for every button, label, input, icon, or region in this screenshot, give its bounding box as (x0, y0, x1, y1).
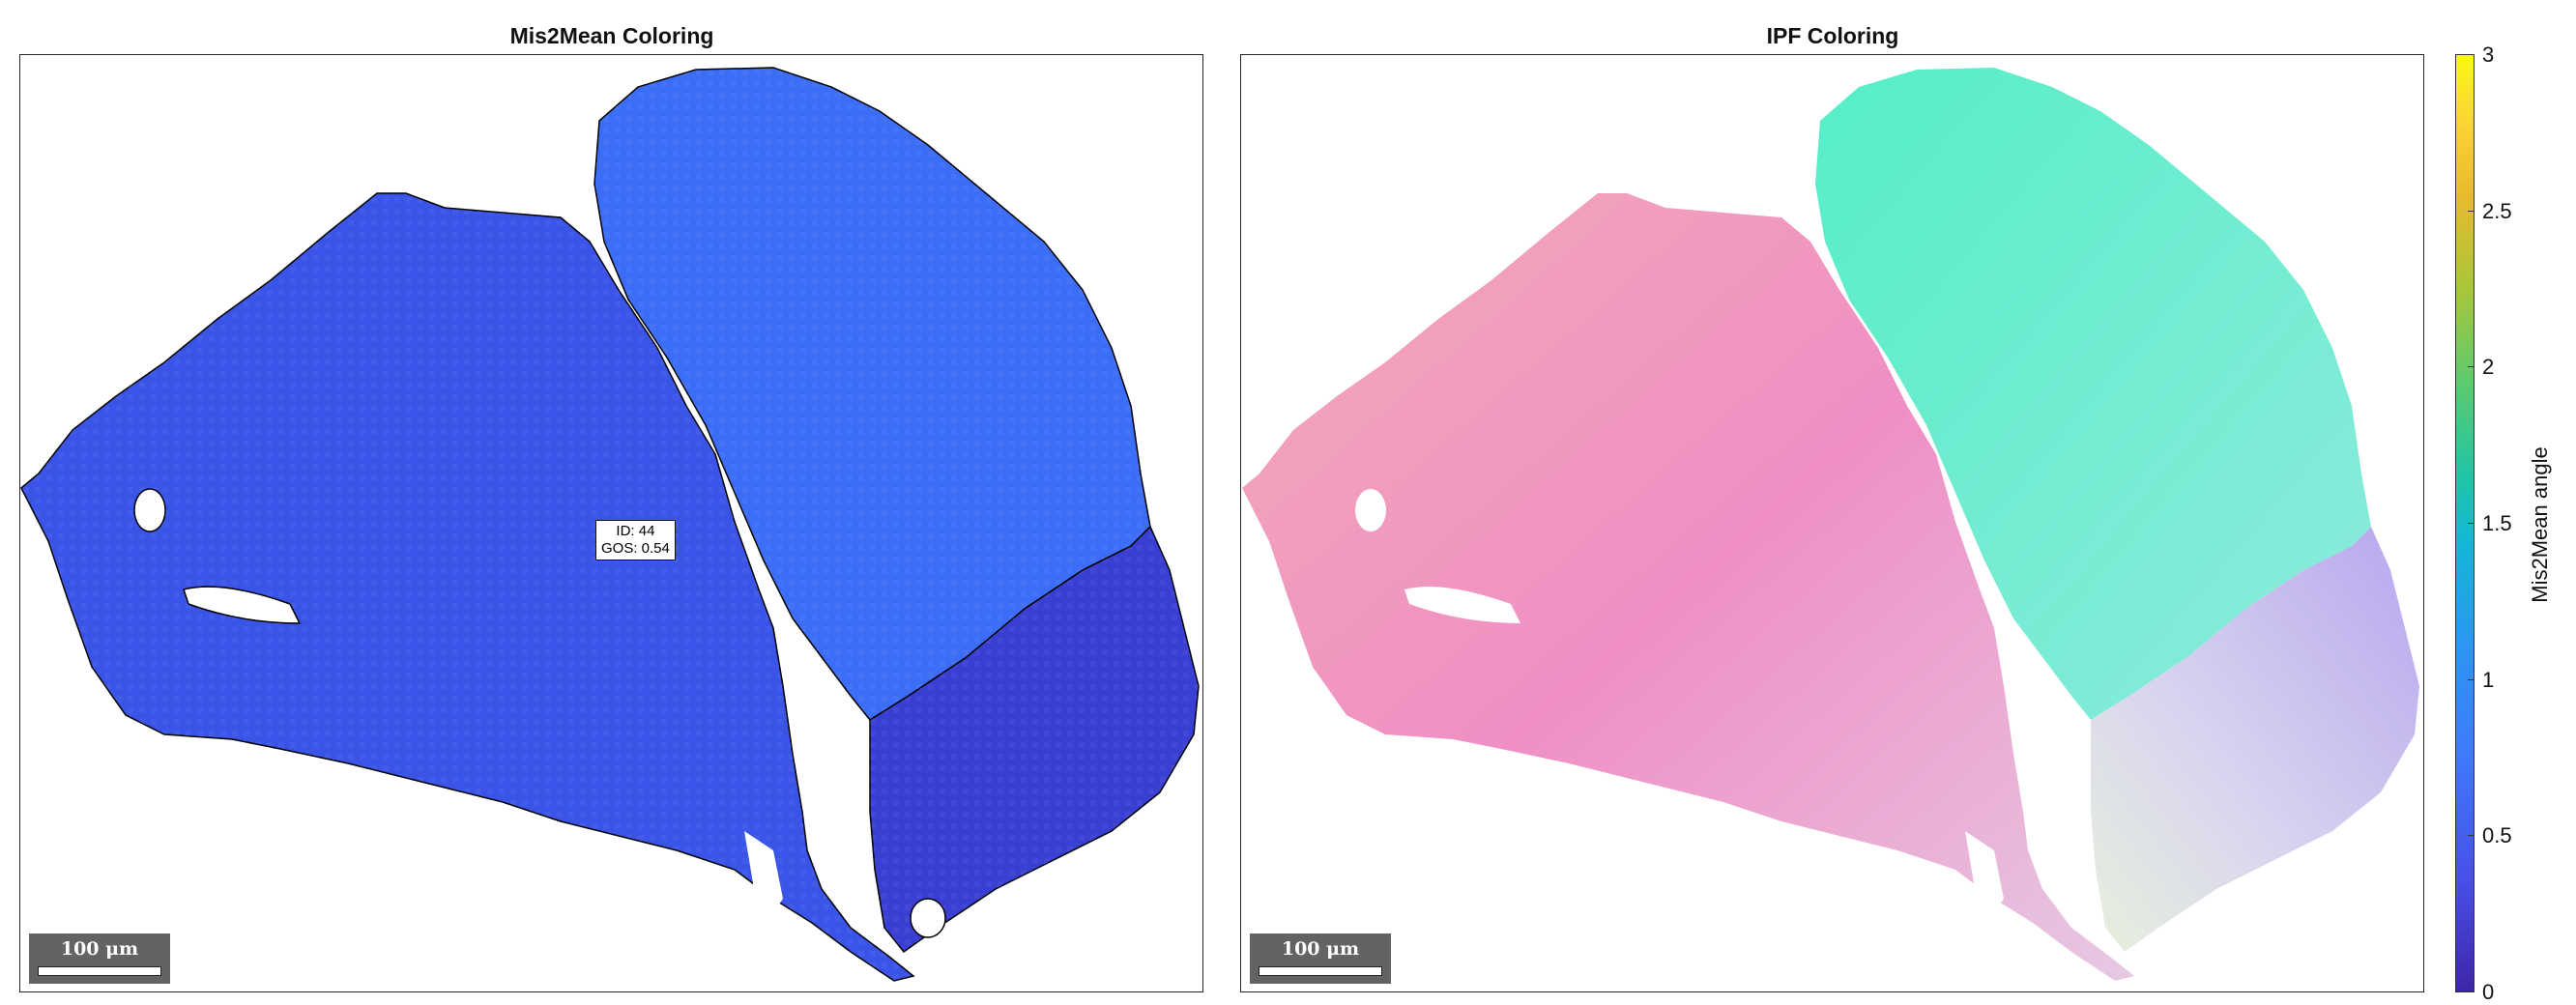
colorbar-tick-label: 2.5 (2482, 199, 2512, 223)
left-scalebar-label: 100 μm (60, 938, 139, 960)
grain-info-tooltip: ID: 44 GOS: 0.54 (595, 520, 676, 560)
right-scalebar: 100 μm (1250, 933, 1391, 984)
right-panel-title: IPF Coloring (1766, 23, 1899, 48)
right-scalebar-bar (1259, 966, 1382, 976)
colorbar-tickmark (2468, 211, 2475, 212)
colorbar-label: Mis2Mean angle (2528, 446, 2552, 603)
left-scalebar-bar (38, 966, 161, 976)
colorbar-tick-label: 0.5 (2482, 823, 2512, 847)
left-scalebar: 100 μm (29, 933, 170, 984)
colorbar-tickmark (2468, 679, 2475, 680)
colorbar-tickmark (2468, 523, 2475, 524)
colorbar-tickmark (2468, 366, 2475, 367)
colorbar-tickmark (2468, 991, 2475, 992)
colorbar-tick-label: 3 (2482, 43, 2495, 67)
colorbar-tick-label: 2 (2482, 355, 2495, 379)
colorbar-tick-label: 1 (2482, 668, 2495, 692)
right-scalebar-label: 100 μm (1281, 938, 1360, 960)
right-map-axes (1240, 54, 2424, 992)
grain-gos-label: GOS: 0.54 (601, 540, 670, 557)
left-panel-title: Mis2Mean Coloring (509, 23, 714, 48)
grain-id-label: ID: 44 (616, 523, 655, 539)
colorbar-tick-label: 1.5 (2482, 511, 2512, 535)
colorbar-tick-label: 0 (2482, 980, 2495, 1004)
colorbar-tickmark (2468, 835, 2475, 836)
colorbar-tickmark (2468, 54, 2475, 55)
